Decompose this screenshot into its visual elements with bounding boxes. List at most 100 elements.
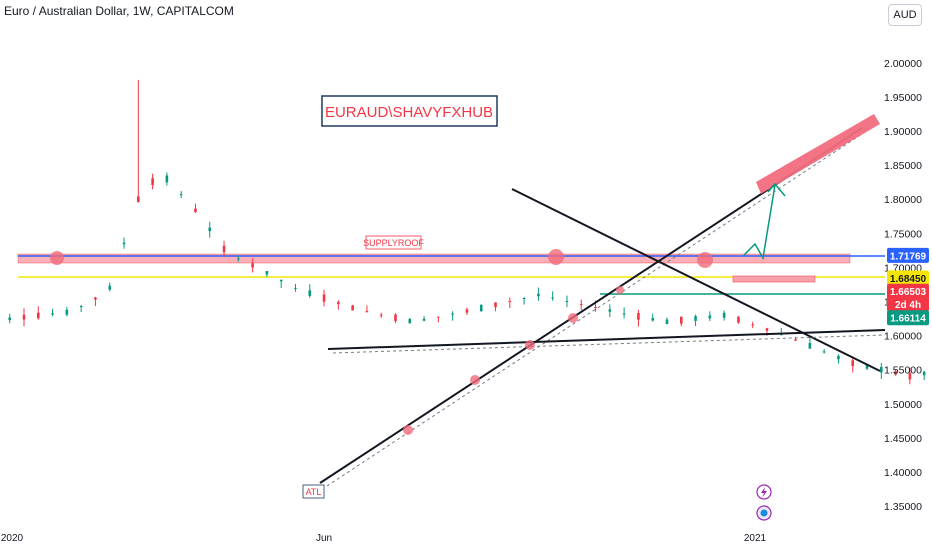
- touch-marker: [697, 252, 713, 268]
- candle-body: [379, 314, 383, 316]
- brand-text: EURAUD\SHAVYFXHUB: [325, 104, 493, 121]
- price-label: [887, 270, 929, 286]
- candle-body: [422, 318, 426, 321]
- candle-body: [8, 317, 12, 321]
- projection-arrowhead: [767, 182, 786, 197]
- price-label: [887, 283, 929, 299]
- currency-button[interactable]: AUD: [888, 4, 922, 26]
- y-tick-label: 1.85000: [884, 160, 922, 172]
- candle-body: [122, 242, 126, 245]
- candle-body: [294, 287, 297, 289]
- y-tick-label: 1.60000: [884, 331, 922, 343]
- candle-body: [494, 302, 497, 308]
- price-label-text: 1.71769: [890, 251, 927, 262]
- uptrend-line-dashed: [326, 131, 866, 487]
- candle-body: [222, 245, 226, 253]
- candle-body: [794, 339, 797, 341]
- candle-body: [751, 324, 755, 326]
- candle-body: [822, 351, 826, 353]
- candle-body: [65, 309, 69, 315]
- price-label-text: 2d 4h: [895, 300, 921, 311]
- y-tick-label: 1.40000: [884, 467, 922, 479]
- touch-marker: [525, 340, 535, 350]
- event-icons[interactable]: [756, 484, 772, 521]
- candle-body: [194, 208, 197, 213]
- candle-body: [808, 343, 812, 349]
- candle-body: [694, 316, 697, 321]
- candle-body: [608, 309, 612, 312]
- candle-body: [179, 194, 183, 196]
- candle-body: [322, 294, 326, 302]
- candle-body: [851, 360, 855, 367]
- atl-label: ATL: [302, 484, 325, 499]
- candle-body: [108, 285, 112, 290]
- candle-body: [637, 313, 640, 320]
- y-tick-label: 1.90000: [884, 126, 922, 138]
- candle-body: [894, 371, 897, 375]
- candle-body: [351, 305, 354, 311]
- candle-body: [408, 318, 412, 324]
- y-tick-label: 1.80000: [884, 194, 922, 206]
- candle-body: [665, 319, 669, 325]
- x-tick-label: Jun: [316, 533, 332, 544]
- y-tick-label: 1.50000: [884, 399, 922, 411]
- supply-zone: [17, 253, 851, 264]
- candle-body: [765, 328, 769, 331]
- price-label-text: 1.66114: [890, 314, 926, 325]
- price-label: [887, 296, 929, 312]
- candle-body: [708, 315, 712, 319]
- supply-text: SUPPLYROOF: [363, 238, 424, 248]
- downtrend-line: [511, 188, 881, 372]
- candle-body: [165, 175, 169, 183]
- candle-body: [465, 309, 469, 313]
- candle-body: [537, 293, 540, 297]
- candle-body: [22, 314, 26, 320]
- candle-body: [722, 312, 726, 318]
- candle-body: [265, 271, 269, 275]
- candle-body: [394, 314, 397, 322]
- candle-body: [551, 297, 554, 299]
- chart-title: Euro / Australian Dollar, 1W, CAPITALCOM: [4, 4, 234, 18]
- candle-body: [651, 318, 654, 321]
- candle-body: [679, 316, 683, 324]
- touch-marker: [568, 313, 578, 323]
- candle-body: [308, 290, 312, 296]
- price-label: [887, 247, 929, 263]
- candle-body: [251, 263, 254, 268]
- candle-body: [36, 312, 40, 319]
- candle-body: [479, 304, 483, 312]
- candle-body: [565, 300, 569, 302]
- candle-body: [279, 279, 283, 282]
- candle-body: [151, 178, 154, 186]
- candle-body: [437, 316, 440, 318]
- zones: [17, 253, 885, 295]
- time-axis[interactable]: 2020Jun2021Jun2022Jun2023Jun2024Jun2025J…: [1, 533, 932, 544]
- candle-body: [208, 227, 212, 232]
- atl-text: ATL: [306, 487, 322, 497]
- y-tick-label: 1.45000: [884, 433, 922, 445]
- support-line: [327, 329, 886, 350]
- projection-arrow: [743, 184, 776, 261]
- brand-label: EURAUD\SHAVYFXHUB: [321, 95, 498, 127]
- candle-body: [137, 196, 140, 202]
- candle-body: [522, 298, 526, 300]
- candle-body: [779, 334, 783, 336]
- drawings: [50, 114, 886, 487]
- candle-body: [94, 297, 97, 300]
- candles: [8, 79, 926, 385]
- y-tick-label: 2.00000: [884, 58, 922, 70]
- candle-body: [908, 373, 912, 380]
- candle-body: [51, 313, 54, 315]
- candle-body: [737, 316, 740, 323]
- candle-body: [79, 306, 83, 308]
- candle-body: [922, 371, 926, 376]
- touch-marker: [50, 251, 64, 265]
- candle-body: [865, 364, 869, 369]
- candle-body: [237, 258, 240, 260]
- x-tick-label: 2020: [1, 533, 24, 544]
- candle-body: [365, 311, 369, 313]
- target-zone-large: [756, 114, 880, 194]
- price-label-text: 1.66503: [890, 287, 927, 298]
- candle-body: [451, 313, 454, 315]
